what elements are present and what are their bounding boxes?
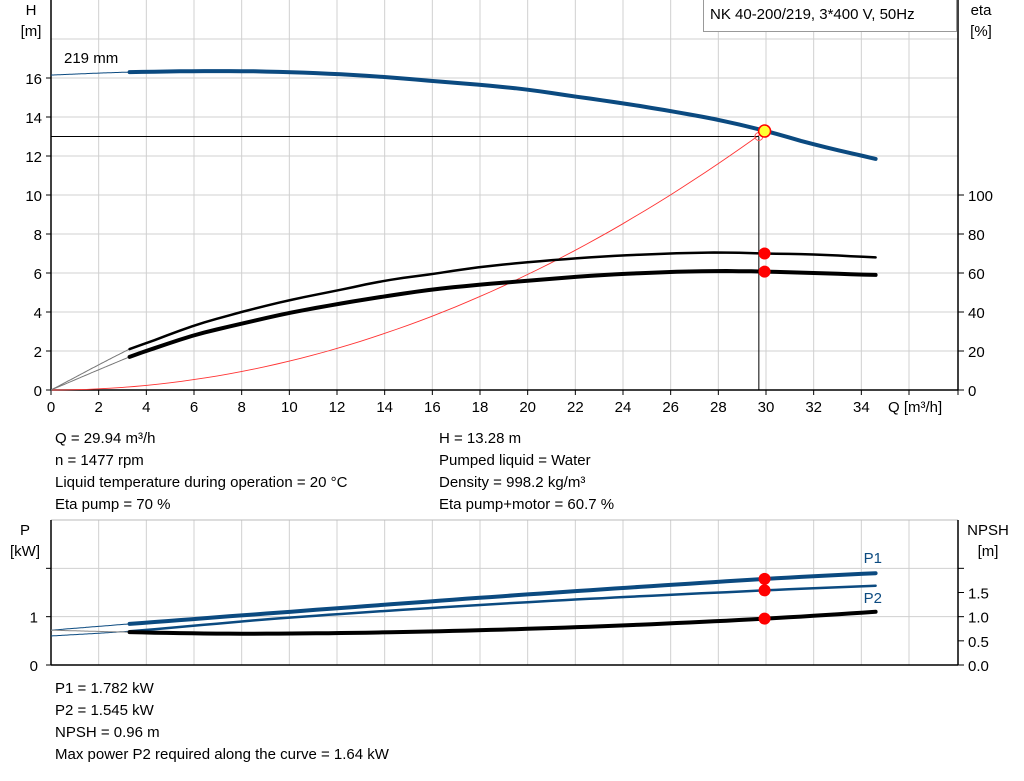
- x-tick-label: 4: [142, 399, 150, 416]
- info-eta-pump-motor: Eta pump+motor = 60.7 %: [439, 496, 615, 513]
- y-tick-label-left: 0: [34, 383, 42, 400]
- y-tick-label-left: 6: [34, 266, 42, 283]
- y-tick-label-right: 0.5: [968, 634, 989, 651]
- x-tick-label: 8: [237, 399, 245, 416]
- y-tick-label-right: 100: [968, 188, 993, 205]
- y-axis-label-right: NPSH: [967, 522, 1009, 539]
- curve-H: [127, 69, 878, 161]
- y-tick-label-right: 0.0: [968, 658, 989, 675]
- y-tick-label-right: 1.5: [968, 586, 989, 603]
- y-tick-label-left: 14: [25, 110, 42, 127]
- x-tick-label: 32: [805, 399, 822, 416]
- x-tick-label: 10: [281, 399, 298, 416]
- curve-eta_pump_motor: [127, 268, 878, 359]
- curve-NPSH-extension: [51, 629, 130, 633]
- duty-point-eta-pump-motor: [758, 265, 771, 278]
- y-tick-label-left: 4: [34, 305, 42, 322]
- info-head: H = 13.28 m: [439, 430, 522, 447]
- duty-point-eta-pump: [758, 247, 771, 260]
- y-tick-label-right: 0: [968, 383, 976, 400]
- x-tick-label: 0: [47, 399, 55, 416]
- curve-P1-extension: [50, 623, 130, 631]
- info-p2: P2 = 1.545 kW: [55, 702, 154, 719]
- y-tick-label-left: 8: [34, 227, 42, 244]
- info-density: Density = 998.2 kg/m³: [439, 474, 586, 491]
- y-tick-label-right: 20: [968, 344, 985, 361]
- series-label-P2: P2: [864, 590, 882, 607]
- info-temperature: Liquid temperature during operation = 20…: [55, 474, 348, 491]
- x-tick-label: 20: [519, 399, 536, 416]
- x-tick-label: 24: [615, 399, 632, 416]
- y-tick-label-right: 40: [968, 305, 985, 322]
- x-tick-label: 22: [567, 399, 584, 416]
- impeller-diameter-label: 219 mm: [64, 50, 118, 67]
- x-tick-label: 12: [329, 399, 346, 416]
- curve-P2: [128, 584, 877, 633]
- y-tick-label-left: 0: [30, 658, 38, 675]
- info-speed: n = 1477 rpm: [55, 452, 144, 469]
- y-axis-label-right: eta: [971, 2, 993, 19]
- duty-point-head: [757, 124, 772, 138]
- info-eta-pump: Eta pump = 70 %: [55, 496, 171, 513]
- y-axis-label-left-unit: [m]: [21, 23, 42, 40]
- y-tick-label-right: 60: [968, 266, 985, 283]
- info-max-p2: Max power P2 required along the curve = …: [55, 746, 389, 763]
- x-tick-label: 30: [758, 399, 775, 416]
- series-label-P1: P1: [864, 550, 882, 567]
- x-tick-label: 34: [853, 399, 870, 416]
- x-tick-label: 28: [710, 399, 727, 416]
- info-top-left: Q = 29.94 m³/h n = 1477 rpm Liquid tempe…: [55, 428, 347, 516]
- info-top-right: H = 13.28 m Pumped liquid = Water Densit…: [439, 428, 614, 516]
- y-tick-label-left: 12: [25, 149, 42, 166]
- x-axis-label: Q [m³/h]: [888, 399, 942, 416]
- y-tick-label-right: 80: [968, 227, 985, 244]
- y-tick-label-left: 2: [34, 344, 42, 361]
- x-tick-label: 18: [472, 399, 489, 416]
- y-axis-label-left-unit: [kW]: [10, 543, 40, 560]
- duty-point-P2: [758, 584, 771, 597]
- y-axis-label-right-unit: [m]: [978, 543, 999, 560]
- y-tick-label-left: 1: [30, 610, 38, 627]
- info-npsh: NPSH = 0.96 m: [55, 724, 160, 741]
- x-tick-label: 26: [662, 399, 679, 416]
- y-axis-label-right-unit: [%]: [970, 23, 992, 40]
- y-tick-label-right: 1.0: [968, 610, 989, 627]
- info-p1: P1 = 1.782 kW: [55, 680, 154, 697]
- info-bottom: P1 = 1.782 kW P2 = 1.545 kW NPSH = 0.96 …: [55, 678, 389, 766]
- duty-point-P1: [758, 572, 771, 585]
- y-axis-label-left: P: [20, 522, 30, 539]
- x-tick-label: 16: [424, 399, 441, 416]
- y-tick-label-left: 10: [25, 188, 42, 205]
- x-tick-label: 6: [190, 399, 198, 416]
- y-axis-label-left: H: [26, 2, 37, 19]
- curve-eta_pump-extension: [50, 348, 130, 391]
- x-tick-label: 2: [94, 399, 102, 416]
- y-tick-label-left: 16: [25, 71, 42, 88]
- x-tick-label: 14: [376, 399, 393, 416]
- curve-H-extension: [50, 71, 130, 76]
- info-flow: Q = 29.94 m³/h: [55, 430, 156, 447]
- duty-point-NPSH: [758, 612, 771, 625]
- info-liquid: Pumped liquid = Water: [439, 452, 591, 469]
- curve-eta_pump: [128, 251, 877, 351]
- curve-NPSH: [127, 609, 878, 636]
- curve-P1: [127, 571, 878, 626]
- pump-title: NK 40-200/219, 3*400 V, 50Hz: [703, 0, 957, 32]
- curve-eta_pump_motor-extension: [50, 356, 130, 391]
- system-curve: [50, 130, 765, 391]
